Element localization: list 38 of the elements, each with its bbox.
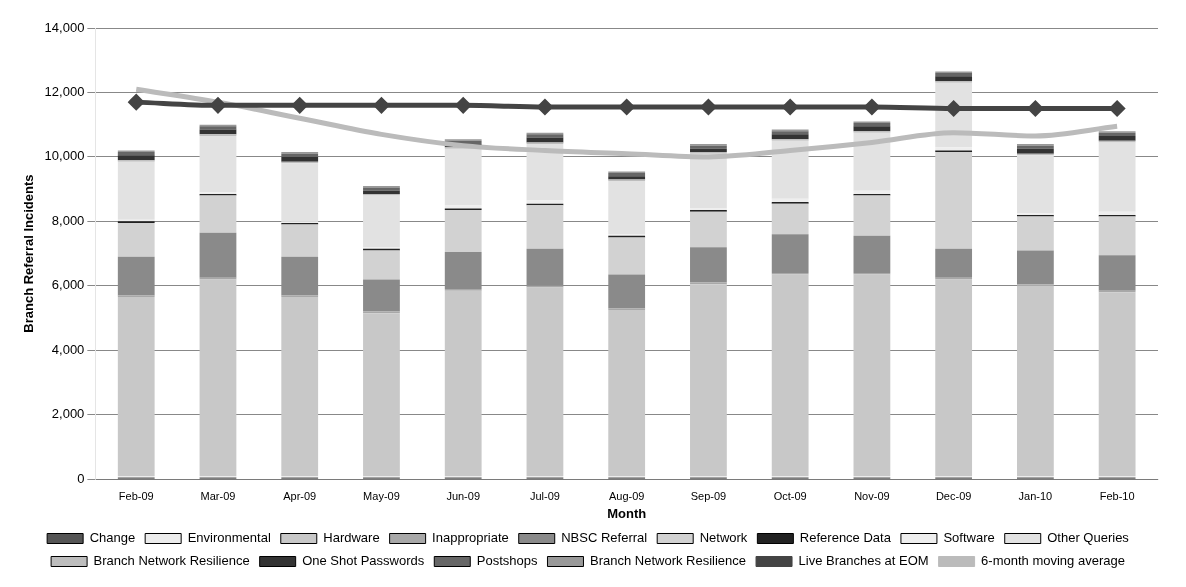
legend-label: Network	[699, 530, 748, 546]
x-tick-label: Jan-10	[1018, 489, 1053, 502]
x-tick-label: Oct-09	[773, 489, 807, 502]
legend-label: Other Queries	[1047, 530, 1130, 546]
y-tick-label: 4,000	[51, 341, 85, 357]
y-tick-label: 10,000	[44, 148, 85, 164]
legend-label: NBSC Referral	[561, 530, 648, 546]
x-tick-label: Aug-09	[608, 489, 645, 502]
x-axis-title: Month	[607, 505, 647, 521]
x-tick-label: Jun-09	[446, 489, 481, 502]
legend-label: Change	[89, 530, 136, 546]
y-tick-label: 2,000	[51, 406, 85, 422]
legend-label: Environmental	[187, 530, 271, 546]
legend-label: Branch Network Resilience	[93, 553, 250, 569]
y-tick-label: 14,000	[44, 19, 85, 35]
legend-label: Branch Network Resilience	[589, 553, 747, 569]
legend-label: One Shot Passwords	[302, 553, 425, 569]
legend-label: 6-month moving average	[981, 553, 1125, 569]
legend-label: Postshops	[476, 553, 538, 569]
x-tick-label: Jul-09	[529, 489, 560, 502]
x-tick-label: Mar-09	[200, 489, 236, 502]
legend-label: Hardware	[323, 530, 380, 546]
x-tick-label: May-09	[363, 489, 400, 502]
legend-label: Live Branches at EOM	[798, 553, 929, 569]
legend-label: Inappropriate	[432, 530, 509, 546]
y-tick-label: 0	[77, 470, 85, 486]
x-tick-label: Dec-09	[935, 489, 972, 502]
legend-label: Reference Data	[799, 530, 892, 546]
x-tick-label: Nov-09	[854, 489, 890, 502]
x-tick-label: Feb-10	[1099, 489, 1135, 502]
y-axis-title: Branch Referral Incidents	[21, 174, 37, 333]
x-tick-label: Apr-09	[283, 489, 317, 502]
y-tick-label: 12,000	[44, 84, 85, 100]
x-tick-label: Sep-09	[690, 489, 727, 502]
y-tick-label: 6,000	[51, 277, 85, 293]
y-tick-label: 8,000	[51, 212, 85, 228]
legend-label: Software	[943, 530, 995, 546]
x-tick-label: Feb-09	[118, 489, 154, 502]
